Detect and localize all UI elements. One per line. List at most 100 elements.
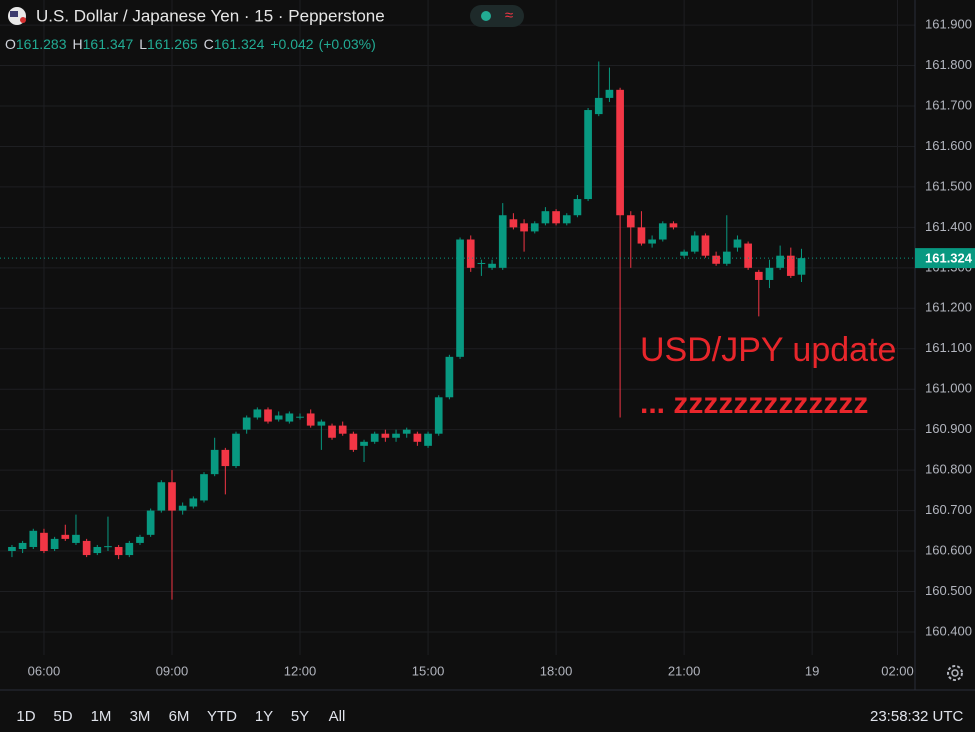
settings-icon[interactable]	[947, 665, 963, 681]
candle-body	[93, 546, 102, 554]
candle-body	[530, 223, 539, 232]
y-tick-label: 160.700	[925, 502, 972, 517]
candle-body	[424, 433, 432, 446]
candle-body	[210, 449, 219, 475]
candle-body	[125, 542, 134, 556]
ohlc-key: L	[139, 36, 147, 52]
ohlc-value: 161.347	[83, 36, 134, 52]
candle-body	[488, 263, 496, 268]
candle-body	[584, 110, 592, 200]
candle-body	[786, 255, 795, 276]
candle-body	[253, 409, 262, 418]
y-tick-label: 161.800	[925, 57, 972, 72]
candle-body	[285, 413, 294, 422]
annotation: ... zzzzzzzzzzzzz	[640, 387, 868, 420]
candle-body	[189, 498, 198, 507]
symbol-title: U.S. Dollar / Japanese Yen · 15 · Pepper…	[36, 6, 385, 25]
candle-body	[296, 416, 304, 418]
candle-body	[8, 546, 16, 552]
y-tick-label: 161.000	[925, 381, 972, 396]
ohlc-value: 161.324	[214, 36, 265, 52]
range-button[interactable]: 1D	[16, 708, 35, 725]
candle-body	[594, 97, 603, 115]
x-tick-label: 06:00	[28, 663, 61, 678]
candle-body	[637, 227, 646, 244]
ohlc-change: +0.042	[270, 36, 313, 52]
candle-body	[18, 542, 27, 550]
range-button[interactable]: 6M	[169, 708, 190, 725]
candle-body	[328, 425, 336, 438]
candle-body	[40, 532, 48, 552]
y-tick-label: 160.600	[925, 542, 972, 557]
annotation: USD/JPY update	[640, 331, 896, 369]
symbol-flag	[8, 7, 26, 25]
candle-body	[722, 251, 731, 264]
y-tick-label: 160.400	[925, 623, 972, 638]
ohlc-value: 161.283	[16, 36, 67, 52]
y-tick-label: 160.500	[925, 583, 972, 598]
range-button[interactable]: 1M	[91, 708, 112, 725]
candle-body	[477, 262, 486, 264]
last-price-box	[915, 248, 975, 269]
candle-body	[754, 271, 763, 280]
candle-body	[370, 433, 379, 442]
candle-body	[680, 251, 688, 256]
candle-body	[434, 397, 443, 434]
y-tick-label: 161.900	[925, 17, 972, 32]
candle-body	[338, 425, 347, 434]
candle-body	[445, 356, 454, 398]
range-button[interactable]: 1Y	[255, 708, 273, 725]
candle-body	[50, 538, 59, 550]
ohlc-key: H	[73, 36, 83, 52]
candle-body	[72, 534, 80, 543]
candle-body	[29, 530, 38, 547]
candle-body	[360, 441, 368, 446]
candle-body	[264, 409, 272, 422]
candle-body	[648, 239, 656, 244]
candle-body	[242, 417, 251, 430]
candle-body	[232, 433, 240, 467]
candle-body	[392, 433, 400, 438]
candles	[8, 61, 806, 600]
candle-body	[626, 215, 635, 228]
candle-body	[776, 255, 784, 268]
candle-body	[520, 223, 528, 232]
y-tick-label: 161.100	[925, 340, 972, 355]
candle-body	[402, 429, 411, 434]
candle-body	[221, 449, 230, 467]
candle-body	[274, 415, 283, 420]
candle-body	[104, 546, 112, 548]
candle-body	[605, 89, 614, 98]
x-tick-label: 18:00	[540, 663, 573, 678]
candle-body	[466, 239, 475, 268]
candle-body	[797, 258, 806, 275]
candle-body	[616, 89, 624, 216]
range-button[interactable]: 5D	[53, 708, 72, 725]
candle-body	[541, 211, 550, 224]
range-button[interactable]: All	[329, 708, 346, 725]
candle-body	[658, 223, 667, 240]
ohlc-legend: O161.283 H161.347 L161.265 C161.324 +0.042 (+…	[5, 36, 376, 52]
range-button[interactable]: 3M	[130, 708, 151, 725]
status-pill[interactable]: ≈	[470, 5, 524, 27]
range-button[interactable]: 5Y	[291, 708, 309, 725]
ohlc-text: O161.283 H161.347 L161.265 C161.324 +0.042 (+…	[5, 36, 376, 52]
candle-body	[146, 510, 155, 535]
y-tick-label: 160.900	[925, 421, 972, 436]
candle-body	[712, 255, 720, 264]
x-tick-label: 12:00	[284, 663, 317, 678]
y-tick-label: 161.700	[925, 97, 972, 112]
candle-body	[306, 413, 315, 426]
candle-body	[178, 505, 187, 511]
range-button[interactable]: YTD	[207, 708, 237, 725]
candle-body	[317, 421, 326, 426]
candle-body	[168, 482, 176, 511]
candle-body	[114, 546, 123, 556]
y-tick-label: 161.200	[925, 300, 972, 315]
ohlc-value: 161.265	[147, 36, 198, 52]
y-tick-label: 161.500	[925, 178, 972, 193]
candle-body	[200, 474, 208, 501]
clock: 23:58:32 UTC	[870, 708, 964, 725]
candle-body	[552, 211, 560, 224]
